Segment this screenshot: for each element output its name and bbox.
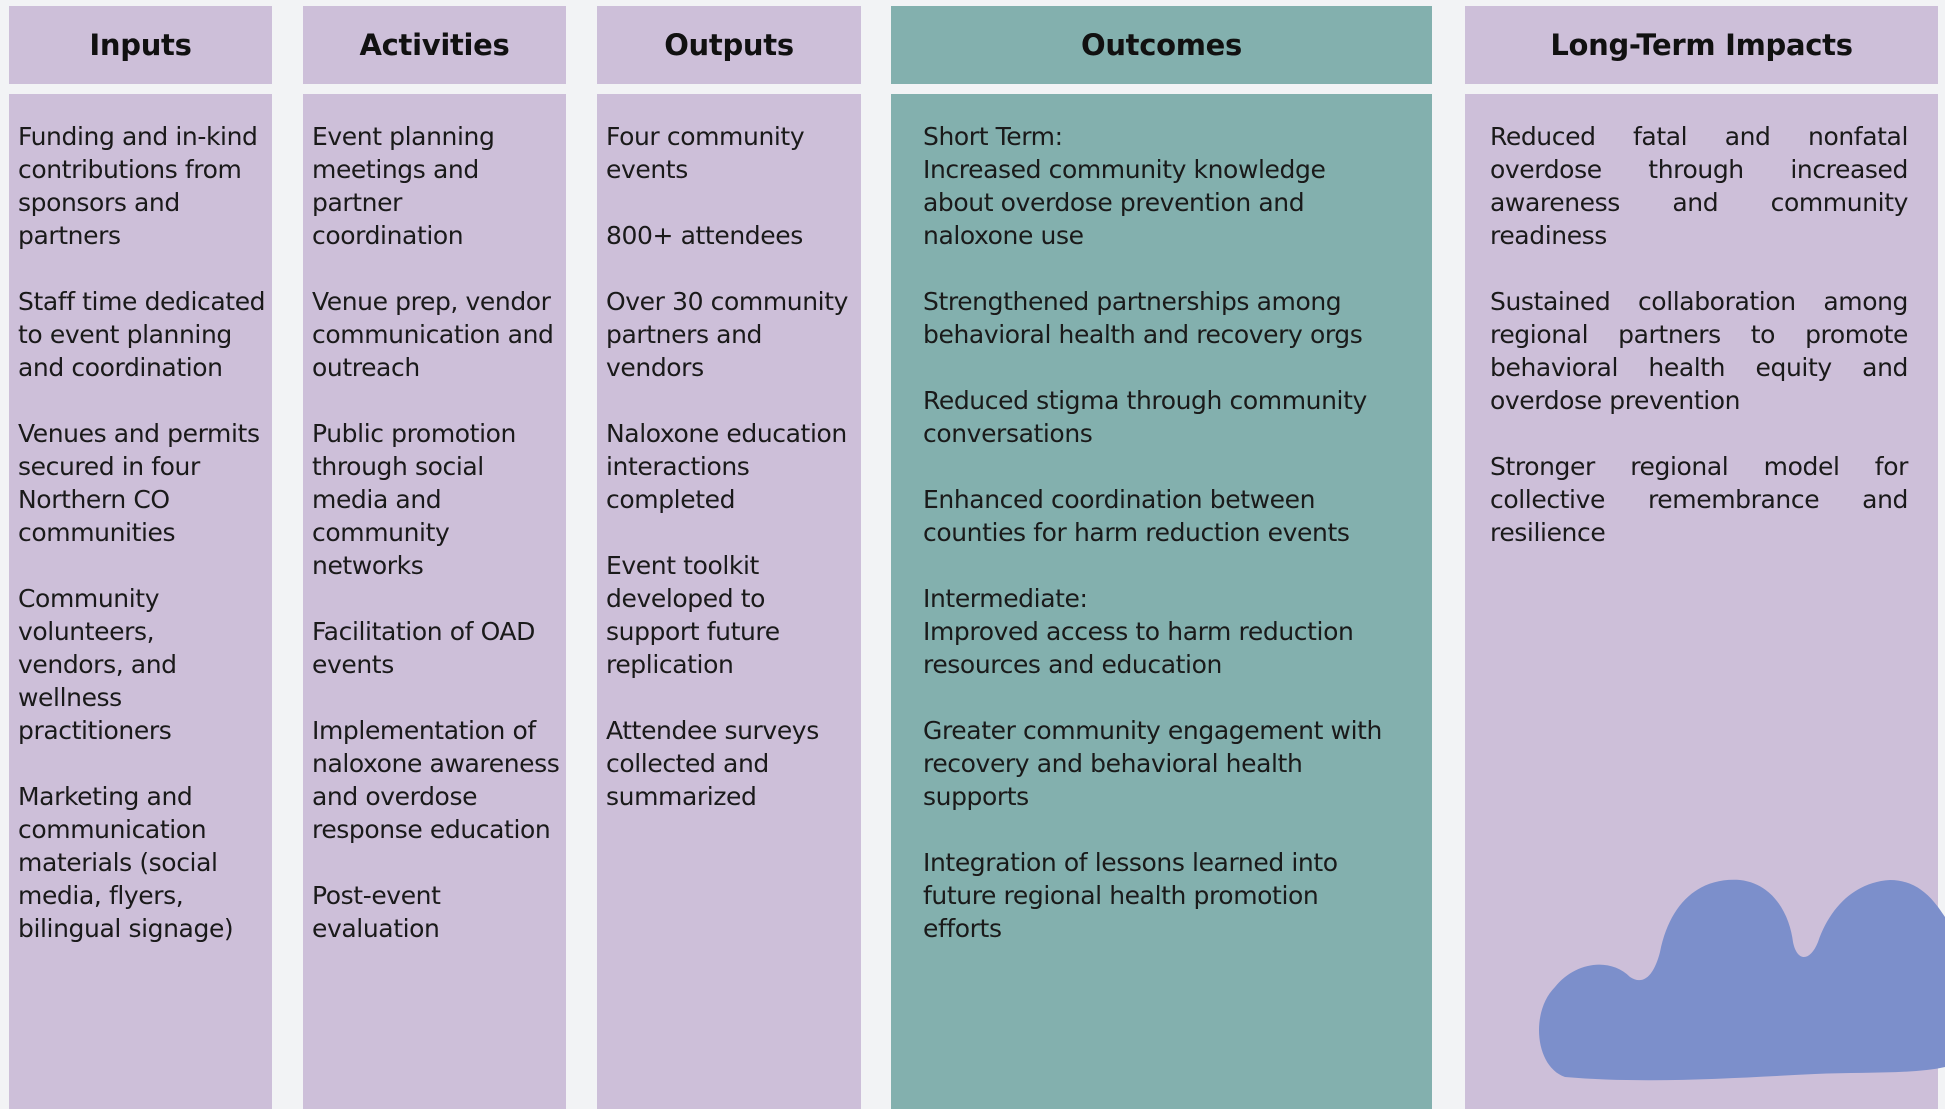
- column-header: Outputs: [597, 6, 861, 84]
- column: Outputs Four community events 800+ attende…: [597, 6, 861, 1109]
- column-body: Four community events 800+ attendees Over …: [597, 94, 861, 1109]
- item: Event planning meetings and partner coor…: [312, 122, 495, 250]
- item: Funding and in-kind contributions from s…: [18, 122, 258, 250]
- item: Public promotion through social media an…: [312, 419, 516, 580]
- item: Marketing and communication materials (s…: [18, 782, 234, 943]
- column: Activities Event planning meetings and pa…: [303, 6, 566, 1109]
- item: Integration of lessons learned into futu…: [923, 848, 1338, 943]
- item: Attendee surveys collected and summarize…: [606, 716, 819, 811]
- column-body: Event planning meetings and partner coor…: [303, 94, 566, 1109]
- item: Reduced fatal and nonfatal overdose thro…: [1490, 122, 1908, 250]
- item-label: Short Term:: [923, 122, 1063, 151]
- column: Inputs Funding and in-kind contributions …: [9, 6, 272, 1109]
- item-text: Improved access to harm reduction resour…: [923, 617, 1354, 679]
- column-header: Outcomes: [891, 6, 1432, 84]
- item: Event toolkit developed to support futur…: [606, 551, 780, 679]
- item: Enhanced coordination between counties f…: [923, 485, 1350, 547]
- item-text: Increased community knowledge about over…: [923, 155, 1326, 250]
- item: Sustained collaboration among regional p…: [1490, 287, 1908, 415]
- item: Implementation of naloxone awareness and…: [312, 716, 560, 844]
- item: Venue prep, vendor communication and out…: [312, 287, 554, 382]
- item-label: Intermediate:: [923, 584, 1088, 613]
- item: Intermediate: Improved access to harm red…: [923, 582, 1402, 681]
- item: Stronger regional model for collective r…: [1490, 452, 1908, 547]
- item: Strengthened partnerships among behavior…: [923, 287, 1363, 349]
- item: Venues and permits secured in four North…: [18, 419, 260, 547]
- item: Greater community engagement with recove…: [923, 716, 1382, 811]
- column-header: Long-Term Impacts: [1465, 6, 1938, 84]
- item: Four community events: [606, 122, 805, 184]
- item: Post-event evaluation: [312, 881, 441, 943]
- decorative-blob: [1538, 879, 1945, 1081]
- column-header: Inputs: [9, 6, 272, 84]
- item: 800+ attendees: [606, 221, 803, 250]
- item: Naloxone education interactions complete…: [606, 419, 847, 514]
- item: Over 30 community partners and vendors: [606, 287, 849, 382]
- column: Outcomes Short Term: Increased community k…: [891, 6, 1432, 1109]
- column-body: Short Term: Increased community knowledge…: [891, 94, 1432, 1109]
- column-body: Funding and in-kind contributions from s…: [9, 94, 272, 1109]
- column-header: Activities: [303, 6, 566, 84]
- item: Facilitation of OAD events: [312, 617, 535, 679]
- item: Community volunteers, vendors, and welln…: [18, 584, 177, 745]
- item: Reduced stigma through community convers…: [923, 386, 1367, 448]
- item: Short Term: Increased community knowledge…: [923, 120, 1402, 252]
- item: Staff time dedicated to event planning a…: [18, 287, 266, 382]
